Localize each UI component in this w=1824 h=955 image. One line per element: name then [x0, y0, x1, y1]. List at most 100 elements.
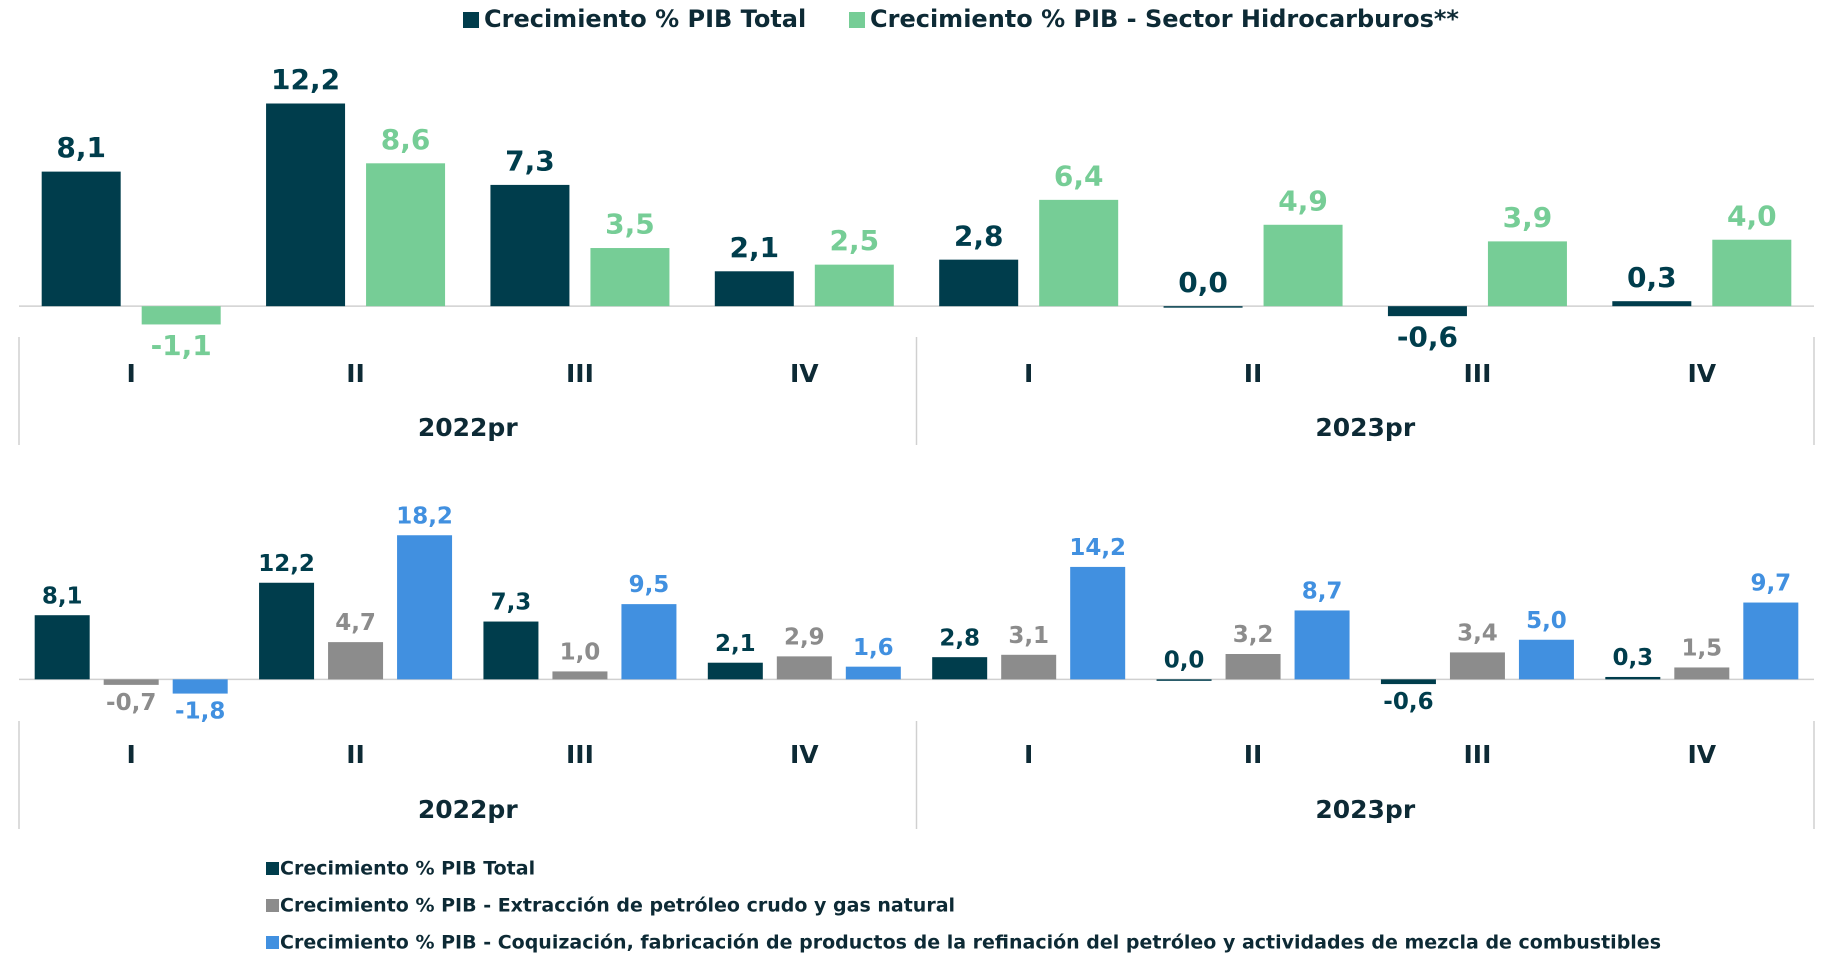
- bar: [1674, 667, 1730, 680]
- bar: [814, 264, 894, 307]
- x-tick-label: III: [1463, 359, 1491, 388]
- value-label: 14,2: [1069, 535, 1126, 561]
- x-tick-label: IV: [1687, 740, 1716, 769]
- group-label: 2022pr: [418, 413, 518, 442]
- bar: [103, 679, 159, 685]
- x-tick-label: II: [1244, 740, 1263, 769]
- group-label: 2023pr: [1315, 413, 1415, 442]
- value-label: 2,1: [715, 631, 756, 657]
- value-label: 18,2: [396, 503, 453, 529]
- value-label: 7,3: [505, 145, 555, 178]
- legend-swatch: [266, 862, 279, 875]
- x-tick-label: III: [566, 740, 594, 769]
- bar: [328, 642, 384, 680]
- value-label: 3,9: [1503, 201, 1553, 234]
- value-label: 3,2: [1233, 622, 1274, 648]
- legend-swatch: [849, 12, 865, 28]
- bar: [590, 248, 670, 307]
- value-label: 4,0: [1727, 199, 1777, 232]
- bar: [1449, 652, 1505, 680]
- bar: [1743, 602, 1799, 680]
- x-tick-label: III: [1463, 740, 1491, 769]
- bar: [621, 604, 677, 680]
- value-label: 1,5: [1681, 636, 1722, 662]
- x-tick-label: II: [346, 359, 365, 388]
- value-label: -0,6: [1383, 689, 1433, 715]
- bar: [776, 656, 832, 680]
- bar: [259, 582, 315, 680]
- bar: [1294, 610, 1350, 680]
- x-tick-label: II: [346, 740, 365, 769]
- bar: [366, 163, 446, 307]
- bar: [41, 171, 121, 307]
- value-label: 8,1: [42, 583, 83, 609]
- value-label: 4,9: [1278, 184, 1328, 217]
- bar: [1039, 199, 1119, 307]
- bar: [939, 259, 1019, 307]
- bar: [845, 666, 901, 680]
- value-label: 1,0: [560, 640, 601, 666]
- x-tick-label: I: [1024, 740, 1033, 769]
- value-label: 9,5: [629, 572, 670, 598]
- value-label: 1,6: [853, 635, 894, 661]
- bar: [1387, 306, 1467, 317]
- value-label: 8,1: [56, 131, 106, 164]
- value-label: 4,7: [335, 610, 376, 636]
- x-tick-label: IV: [1687, 359, 1716, 388]
- value-label: -0,6: [1397, 321, 1458, 354]
- legend-label: Crecimiento % PIB Total: [280, 858, 535, 880]
- bar: [714, 271, 794, 307]
- bar: [483, 621, 539, 680]
- value-label: 6,4: [1054, 159, 1104, 192]
- bar: [266, 103, 346, 307]
- value-label: 12,2: [271, 63, 340, 96]
- value-label: 8,7: [1302, 579, 1343, 605]
- legend-swatch: [266, 936, 279, 949]
- value-label: 0,3: [1612, 645, 1653, 671]
- bar: [490, 184, 570, 307]
- value-label: 2,9: [784, 624, 825, 650]
- x-tick-label: IV: [790, 359, 819, 388]
- bar: [1712, 239, 1792, 307]
- legend-swatch: [463, 12, 479, 28]
- bar: [141, 306, 221, 325]
- value-label: 12,2: [258, 551, 315, 577]
- value-label: 2,8: [954, 219, 1004, 252]
- value-label: 3,4: [1457, 621, 1498, 647]
- bar: [1380, 679, 1436, 685]
- legend-swatch: [266, 899, 279, 912]
- value-label: 2,5: [830, 224, 880, 257]
- value-label: 8,6: [381, 123, 431, 156]
- bar: [1225, 654, 1281, 680]
- value-label: 3,1: [1008, 623, 1049, 649]
- legend-label: Crecimiento % PIB Total: [484, 5, 806, 33]
- value-label: 3,5: [605, 208, 655, 241]
- value-label: 0,0: [1178, 266, 1228, 299]
- bar: [552, 671, 608, 680]
- x-tick-label: I: [127, 740, 136, 769]
- value-label: 7,3: [491, 590, 532, 616]
- value-label: 2,1: [730, 231, 780, 264]
- bar: [707, 662, 763, 680]
- bar: [397, 535, 453, 680]
- bar: [1001, 654, 1057, 680]
- bar: [1487, 241, 1567, 307]
- bar: [1605, 676, 1661, 680]
- group-label: 2023pr: [1315, 795, 1415, 824]
- value-label: 0,3: [1627, 261, 1677, 294]
- value-label: -1,8: [175, 698, 225, 724]
- bar: [1070, 566, 1126, 680]
- bar: [1163, 306, 1243, 308]
- value-label: 9,7: [1750, 571, 1791, 597]
- x-tick-label: I: [127, 359, 136, 388]
- bar: [1518, 639, 1574, 680]
- bar: [1156, 679, 1212, 681]
- x-tick-label: II: [1244, 359, 1263, 388]
- value-label: 2,8: [939, 625, 980, 651]
- legend-label: Crecimiento % PIB - Coquización, fabrica…: [280, 932, 1661, 954]
- bar: [1612, 301, 1692, 307]
- legend-label: Crecimiento % PIB - Extracción de petról…: [280, 895, 955, 917]
- value-label: -1,1: [151, 329, 212, 362]
- bar: [932, 657, 988, 680]
